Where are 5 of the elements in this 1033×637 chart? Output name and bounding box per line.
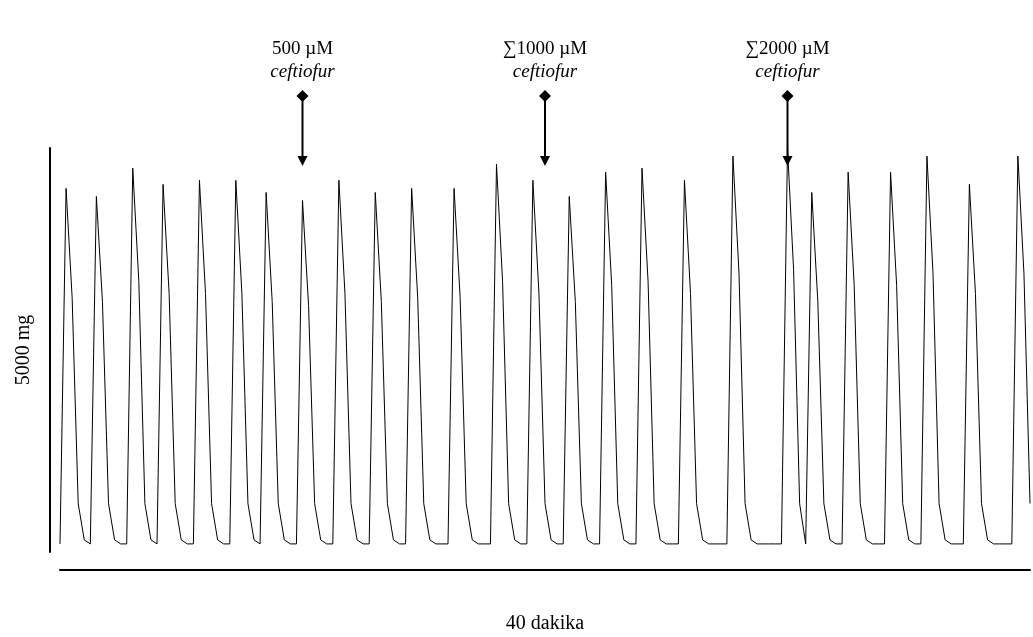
y-axis-title: 5000 mg (11, 314, 34, 386)
text: 500 µM ceftiofur (270, 37, 336, 81)
text: ∑1000 µM ceftiofur (502, 37, 588, 81)
text: ∑2000 µM ceftiofur (745, 37, 830, 81)
x-axis-title: 40 dakika (505, 611, 585, 633)
